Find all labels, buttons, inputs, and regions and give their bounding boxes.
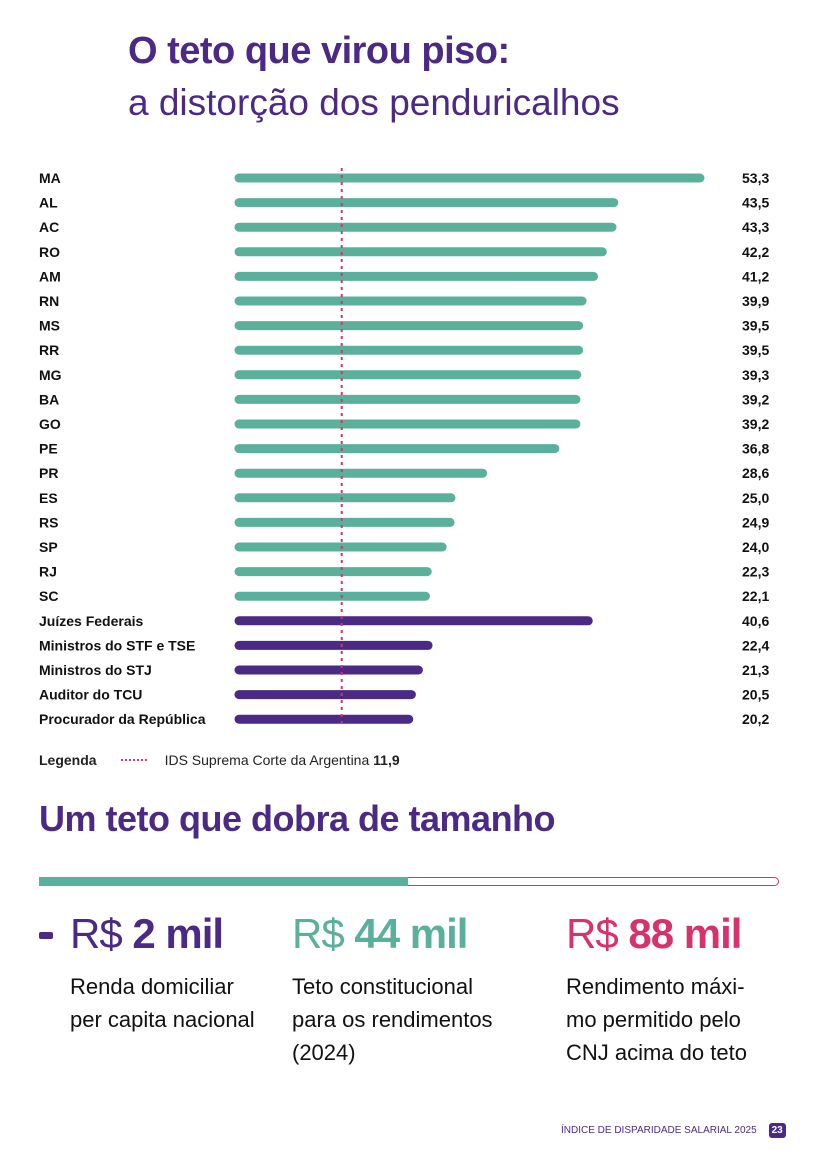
value-label: 40,6 xyxy=(742,613,769,629)
comparison-bar-fill xyxy=(39,876,408,886)
category-label: MA xyxy=(39,170,61,186)
value-label: 28,6 xyxy=(742,465,769,481)
currency: R$ xyxy=(70,910,123,957)
currency: R$ xyxy=(292,910,345,957)
category-label: Ministros do STJ xyxy=(39,662,152,678)
value-label: 39,5 xyxy=(742,342,769,358)
category-label: Juízes Federais xyxy=(39,613,143,629)
legend-value: 11,9 xyxy=(373,752,400,768)
value-label: 22,3 xyxy=(742,564,769,580)
category-label: MS xyxy=(39,318,60,334)
stat-description: Rendimento máxi-mo permitido pelo CNJ ac… xyxy=(566,974,747,1065)
category-label: RS xyxy=(39,514,58,530)
dotted-line-icon xyxy=(120,759,147,761)
category-label: AL xyxy=(39,195,58,211)
value-label: 24,0 xyxy=(742,539,769,555)
category-label: BA xyxy=(39,391,59,407)
stat-amount: R$ 88 mil xyxy=(566,910,771,958)
category-label: Auditor do TCU xyxy=(39,687,142,703)
stat-description: Teto constitucional para os rendimentos … xyxy=(292,974,493,1065)
category-label: RN xyxy=(39,293,59,309)
legend-title: Legenda xyxy=(39,752,97,768)
value-label: 25,0 xyxy=(742,490,769,506)
page-title: O teto que virou piso: xyxy=(128,30,510,72)
value-label: 39,9 xyxy=(742,293,769,309)
value-label: 43,3 xyxy=(742,219,769,235)
value-label: 42,2 xyxy=(742,244,769,260)
stat-constitutional-cap: R$ 44 mil Teto constitucional para os re… xyxy=(292,910,507,1069)
category-label: RR xyxy=(39,342,59,358)
stat-description: Renda domiciliar per capita nacional xyxy=(70,974,255,1032)
category-label: PR xyxy=(39,465,58,481)
value-label: 21,3 xyxy=(742,662,769,678)
currency: R$ xyxy=(566,910,619,957)
value-label: 20,5 xyxy=(742,687,769,703)
legend: Legenda IDS Suprema Corte da Argentina 1… xyxy=(39,752,400,768)
category-label: MG xyxy=(39,367,62,383)
category-label: ES xyxy=(39,490,58,506)
value-label: 22,4 xyxy=(742,637,769,653)
value-label: 43,5 xyxy=(742,195,769,211)
footer-text: ÍNDICE DE DISPARIDADE SALARIAL 2025 xyxy=(561,1125,757,1136)
bar-chart: MA 53,3 AL 43,5 AC 43,3 RO 42,2 AM 41,2 RN 39,9 MS 39… xyxy=(39,168,769,728)
category-label: AM xyxy=(39,268,61,284)
value-label: 36,8 xyxy=(742,441,769,457)
value-label: 24,9 xyxy=(742,514,769,530)
value-label: 20,2 xyxy=(742,711,769,727)
category-label: RO xyxy=(39,244,60,260)
stat-amount: R$ 2 mil xyxy=(70,910,260,958)
amount: 44 mil xyxy=(354,910,468,957)
category-label: AC xyxy=(39,219,59,235)
dash-marker xyxy=(39,932,53,939)
value-label: 39,2 xyxy=(742,391,769,407)
stat-amount: R$ 44 mil xyxy=(292,910,507,958)
category-label: Ministros do STF e TSE xyxy=(39,637,195,653)
value-label: 39,3 xyxy=(742,367,769,383)
category-label: Procurador da República xyxy=(39,711,206,727)
stat-cnj-max: R$ 88 mil Rendimento máxi-mo permitido p… xyxy=(566,910,771,1069)
category-label: SC xyxy=(39,588,58,604)
value-label: 39,2 xyxy=(742,416,769,432)
stat-national-income: R$ 2 mil Renda domiciliar per capita nac… xyxy=(70,910,260,1036)
section-title: Um teto que dobra de tamanho xyxy=(39,798,556,839)
value-label: 41,2 xyxy=(742,268,769,284)
category-label: GO xyxy=(39,416,61,432)
category-label: SP xyxy=(39,539,58,555)
comparison-bar xyxy=(39,876,779,886)
value-label: 53,3 xyxy=(742,170,769,186)
value-label: 39,5 xyxy=(742,318,769,334)
value-label: 22,1 xyxy=(742,588,769,604)
legend-label: IDS Suprema Corte da Argentina xyxy=(164,752,370,768)
footer: ÍNDICE DE DISPARIDADE SALARIAL 2025 23 xyxy=(561,1123,786,1138)
amount: 2 mil xyxy=(132,910,224,957)
page-number: 23 xyxy=(768,1123,786,1138)
category-label: RJ xyxy=(39,564,57,580)
amount: 88 mil xyxy=(628,910,742,957)
page-subtitle: a distorção dos penduricalhos xyxy=(128,82,620,123)
category-label: PE xyxy=(39,441,58,457)
